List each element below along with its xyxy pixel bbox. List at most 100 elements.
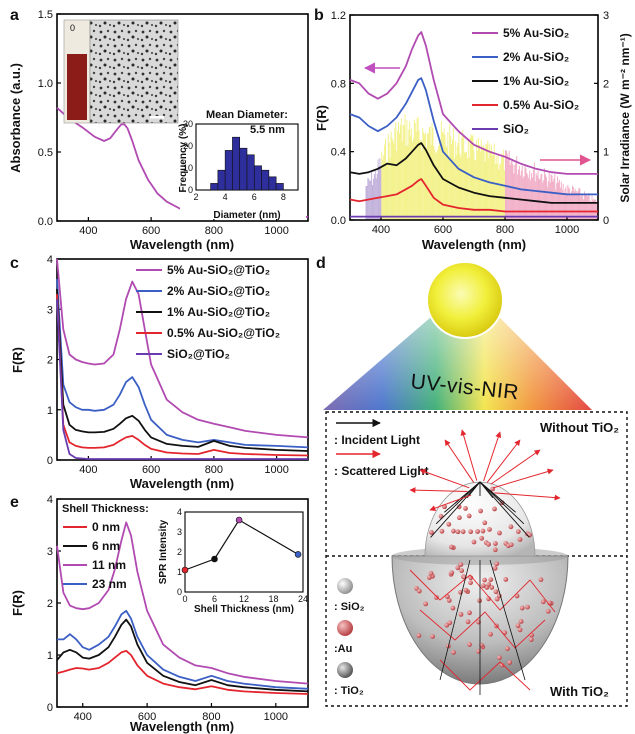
tio2-label: : TiO₂	[334, 685, 364, 697]
solar-spectrum-bar	[569, 188, 571, 220]
solar-spectrum-bar	[581, 193, 583, 220]
panel-e-ytick-label: 2	[47, 598, 53, 610]
solar-spectrum-bar	[380, 166, 382, 220]
panel-c-ytick-label: 0	[47, 455, 53, 467]
solar-spectrum-bar	[414, 122, 416, 220]
hist-bar	[210, 183, 219, 191]
solar-spectrum-bar	[532, 169, 534, 220]
solar-spectrum-bar	[560, 181, 562, 220]
solar-spectrum-bar	[386, 161, 388, 220]
solar-spectrum-bar	[563, 192, 565, 220]
solar-spectrum-bar	[483, 147, 485, 220]
light-cone-glow	[323, 318, 592, 410]
solar-spectrum-bar	[547, 181, 549, 220]
solar-spectrum-bar	[549, 182, 551, 220]
solar-spectrum-bar	[447, 131, 449, 220]
solar-spectrum-bar	[455, 155, 457, 220]
panel-c-series-line	[56, 299, 308, 460]
solar-spectrum-bar	[369, 180, 371, 220]
hist-title: Mean Diameter:	[206, 109, 288, 121]
au-particle	[515, 623, 521, 629]
vial-liquid	[67, 54, 87, 120]
solar-spectrum-bar	[385, 138, 387, 220]
solar-spectrum-bar	[513, 173, 515, 220]
solar-spectrum-bar	[564, 189, 566, 220]
incident-ray	[479, 481, 525, 525]
au-particle	[507, 660, 513, 665]
au-particle	[416, 633, 422, 638]
solar-spectrum-bar	[396, 150, 398, 220]
sio2-label: : SiO₂	[334, 601, 365, 613]
solar-spectrum-bar	[550, 174, 552, 220]
spr-ytick-label: 1	[177, 567, 182, 577]
solar-spectrum-bar	[526, 173, 528, 220]
solar-spectrum-bar	[478, 144, 480, 220]
solar-spectrum-bar	[539, 179, 541, 220]
solar-spectrum-bar	[471, 135, 473, 220]
hist-xlabel: Diameter (nm)	[213, 210, 280, 221]
solar-spectrum-bar	[466, 158, 468, 220]
solar-spectrum-bar	[387, 133, 389, 220]
solar-spectrum-bar	[558, 179, 560, 220]
solar-spectrum-bar	[437, 149, 439, 220]
solar-spectrum-bar	[439, 139, 441, 220]
solar-spectrum-bar	[373, 174, 375, 220]
panel-e-xtick-label: 400	[74, 711, 92, 723]
solar-spectrum-bar	[501, 153, 503, 220]
au-particle	[460, 529, 466, 535]
panel-a-xlabel: Wavelength (nm)	[130, 237, 234, 252]
panel-b-ytick-right-label: 3	[603, 10, 609, 22]
au-particle	[529, 632, 535, 638]
au-particle	[482, 520, 488, 526]
au-particle	[468, 575, 474, 581]
spr-point	[211, 555, 218, 563]
solar-spectrum-bar	[462, 130, 464, 220]
panel-e-legend-label: 23 nm	[92, 577, 127, 591]
solar-spectrum-bar	[570, 195, 572, 220]
panel-b-legend-label: 5% Au-SiO₂	[503, 26, 569, 40]
panel-c-legend-label: SiO₂@TiO₂	[167, 347, 230, 361]
hist-xtick-label: 6	[252, 192, 257, 202]
tem-image	[89, 19, 179, 124]
panel-b-series-line	[349, 142, 598, 204]
solar-spectrum-bar	[528, 178, 530, 220]
au-particle	[518, 619, 524, 624]
panel-c-xtick-label: 600	[142, 464, 160, 476]
solar-spectrum-bar	[507, 156, 509, 220]
solar-spectrum-bar	[473, 150, 475, 220]
au-particle	[525, 604, 530, 610]
au-particle	[423, 601, 429, 607]
solar-spectrum-bar	[438, 146, 440, 220]
solar-spectrum-bar	[571, 191, 573, 220]
au-particle	[480, 528, 486, 534]
solar-spectrum-bar	[411, 128, 413, 220]
solar-spectrum-bar	[490, 152, 492, 220]
solar-spectrum-bar	[595, 199, 597, 220]
au-particle	[475, 529, 480, 534]
solar-spectrum-bar	[518, 169, 520, 220]
solar-spectrum-bar	[482, 144, 484, 220]
panel-b-ytick-right-label: 1	[603, 147, 609, 159]
solar-spectrum-bar	[398, 133, 400, 220]
panel-c-legend-label: 5% Au-SiO₂@TiO₂	[167, 263, 270, 277]
hist-bar	[253, 165, 262, 191]
solar-spectrum-bar	[479, 151, 481, 220]
panel-c-ytick-label: 3	[47, 304, 53, 316]
solar-spectrum-bar	[441, 131, 443, 220]
solar-spectrum-bar	[541, 173, 543, 220]
solar-spectrum-bar	[553, 178, 555, 220]
panel-e-ytick-label: 0	[47, 702, 53, 714]
spr-point	[235, 516, 243, 524]
panel-c-xtick-label: 1000	[264, 464, 288, 476]
spr-point	[294, 551, 302, 558]
panel-b-legend-label: SiO₂	[503, 122, 529, 136]
solar-spectrum-bar	[584, 195, 586, 220]
solar-spectrum-bar	[451, 144, 453, 220]
solar-spectrum-bar	[464, 152, 466, 220]
solar-spectrum-bar	[459, 153, 461, 220]
panel-e-series-line	[56, 521, 309, 685]
solar-spectrum-bar	[426, 133, 428, 220]
solar-spectrum-bar	[425, 147, 427, 220]
solar-spectrum-bar	[524, 166, 526, 220]
